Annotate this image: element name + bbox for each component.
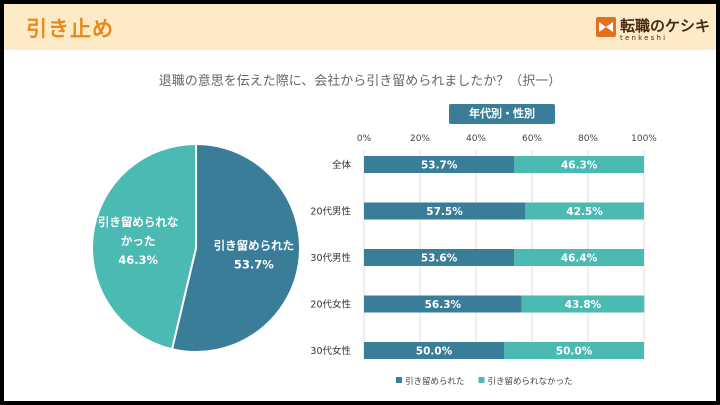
bar-value-label: 46.3%	[561, 160, 598, 172]
category-label: 20代男性	[310, 206, 351, 218]
x-tick-label: 60%	[522, 134, 542, 144]
bar-segment-2	[504, 342, 644, 359]
slide: 引き止め 転職のケシキ tenkeshi 退職の意思を伝えた際に、会社から引き留…	[4, 4, 716, 401]
bar-segment-1	[364, 156, 515, 173]
bar-value-label: 53.6%	[421, 253, 458, 265]
bar-segment-1	[364, 295, 522, 313]
bar-segment-2	[525, 202, 644, 220]
brand-logo: 転職のケシキ tenkeshi	[596, 15, 711, 45]
charts-canvas: 引き留められた 53.7% 引き留められなかった 46.3% 0% 20% 40% 60% 80…	[91, 134, 657, 387]
legend-label: 引き留められた	[405, 376, 465, 387]
x-tick-label: 20%	[410, 134, 430, 144]
category-label: 30代女性	[310, 345, 351, 357]
bar-segment-2	[514, 249, 644, 266]
bar-segment-1	[364, 249, 515, 266]
logo-name: 転職のケシキ	[620, 17, 711, 35]
bar-value-label: 53.7%	[421, 160, 458, 172]
legend-label: 引き留められなかった	[488, 376, 573, 387]
x-tick-label: 100%	[631, 134, 657, 144]
pie-slice-label: 引き留められな	[98, 215, 179, 229]
logo-mark-icon	[596, 17, 616, 37]
legend-swatch-1	[396, 377, 402, 383]
legend-swatch-2	[478, 377, 485, 383]
bar-value-label: 42.5%	[566, 206, 603, 218]
pie-value-label: 53.7%	[234, 257, 274, 271]
pie-slice-label: 引き留められた	[214, 238, 295, 252]
survey-question: 退職の意思を伝えた際に、会社から引き留められましたか？（択一）	[158, 74, 562, 89]
bar-value-label: 43.8%	[565, 299, 602, 311]
logo-subtitle: tenkeshi	[620, 34, 668, 42]
header-bar: 引き止め 転職のケシキ tenkeshi	[4, 4, 716, 50]
pie-value-label: 46.3%	[118, 253, 158, 267]
bar-value-label: 50.0%	[416, 346, 453, 358]
pie-slice-2	[91, 142, 197, 351]
bar-segment-2	[514, 156, 644, 173]
bar-value-label: 50.0%	[556, 346, 593, 358]
category-label: 全体	[332, 159, 352, 171]
category-label: 30代男性	[310, 252, 351, 264]
bar-segment-1	[364, 342, 504, 359]
section-badge: 年代別・性別	[449, 104, 555, 124]
bar-value-label: 57.5%	[426, 206, 463, 218]
bar-segment-2	[521, 295, 645, 313]
bar-value-label: 46.4%	[561, 253, 598, 265]
bar-value-label: 56.3%	[425, 299, 462, 311]
x-tick-label: 80%	[578, 134, 598, 144]
page-title: 引き止め	[26, 17, 114, 41]
category-label: 20代女性	[310, 299, 351, 311]
pie-slice-1	[170, 142, 301, 353]
bar-segment-1	[364, 202, 525, 220]
x-tick-label: 40%	[466, 134, 486, 144]
pie-slice-label: かった	[121, 234, 156, 248]
x-tick-label: 0%	[357, 134, 372, 144]
